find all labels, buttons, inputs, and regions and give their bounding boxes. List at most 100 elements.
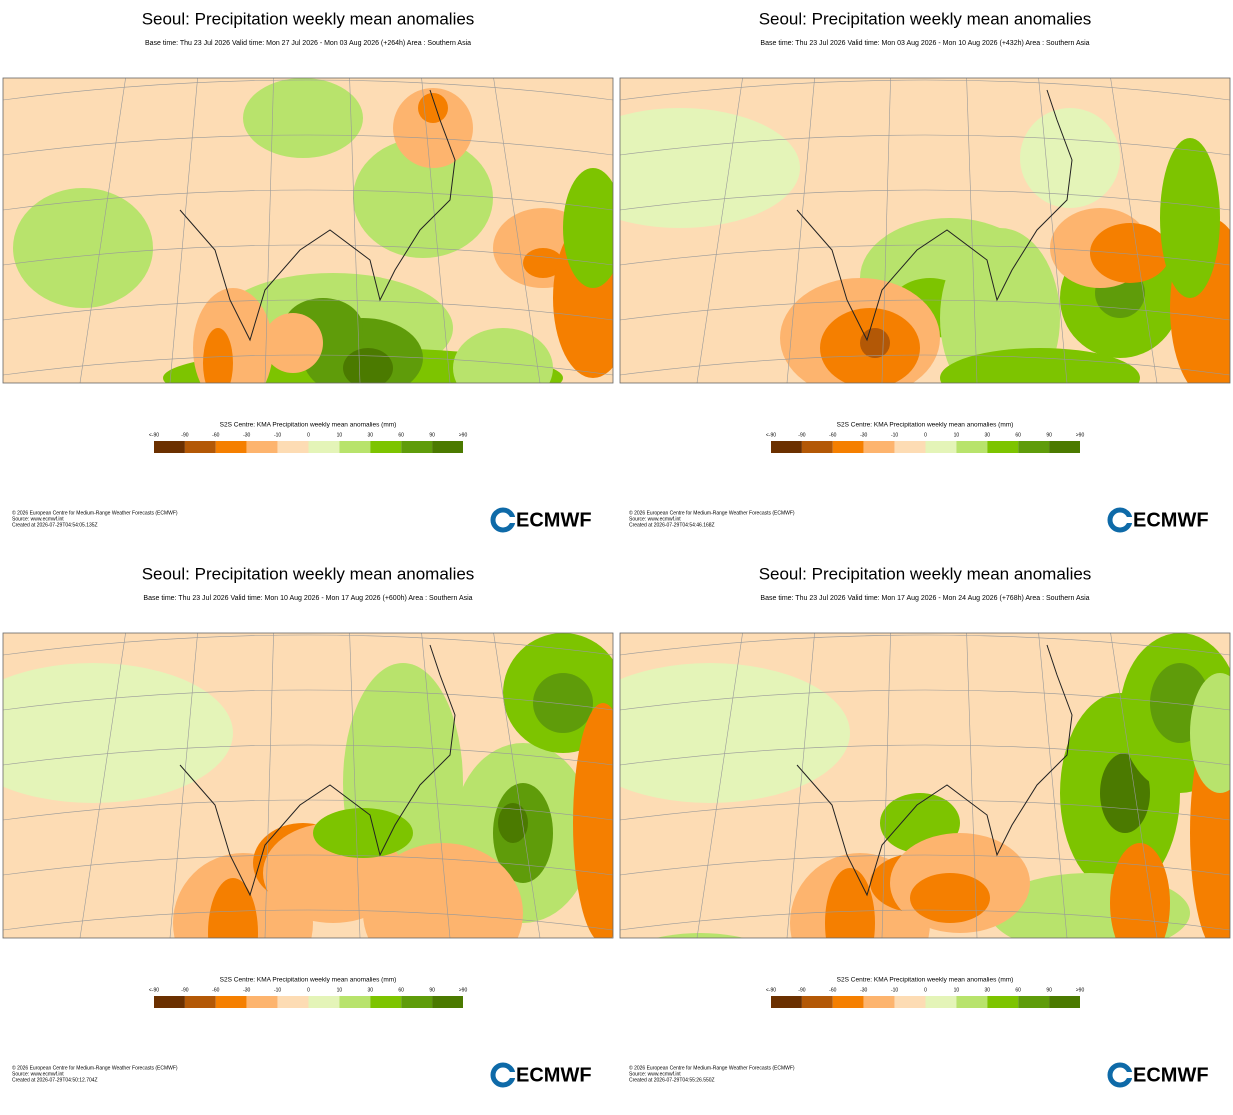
colorbar-label: -10 [274, 432, 281, 438]
colorbar-label: 30 [985, 432, 991, 438]
colorbar-cell [771, 441, 802, 453]
colorbar-label: 10 [954, 987, 960, 993]
colorbar-label: -10 [891, 432, 898, 438]
colorbar-cell [956, 996, 988, 1008]
footer-text: © 2026 European Centre for Medium-Range … [629, 1064, 795, 1071]
colorbar-label: 10 [337, 432, 343, 438]
colorbar-label: 90 [1046, 432, 1052, 438]
colorbar-cell [987, 441, 1019, 453]
panel-title: Seoul: Precipitation weekly mean anomali… [142, 9, 475, 28]
footer-text: © 2026 European Centre for Medium-Range … [12, 1064, 178, 1071]
meridian [1038, 78, 1068, 383]
anomaly-area [1020, 108, 1120, 208]
colorbar-cell [863, 996, 895, 1008]
graticule [3, 79, 613, 101]
footer-text: Source: www.ecmwf.int [12, 1071, 64, 1077]
meridian [786, 78, 815, 383]
anomaly-area [1090, 223, 1170, 283]
panel: Seoul: Precipitation weekly mean anomali… [2, 9, 614, 533]
colorbar-cell [215, 996, 247, 1008]
graticule [3, 909, 613, 931]
colorbar-cell [956, 441, 988, 453]
colorbar-label: 30 [985, 987, 991, 993]
anomaly-area [453, 328, 553, 383]
colorbar-cell [801, 996, 833, 1008]
colorbar-cell [1018, 441, 1050, 453]
anomaly-area [263, 313, 323, 373]
panel: Seoul: Precipitation weekly mean anomali… [619, 564, 1231, 1088]
colorbar-label: <-90 [766, 432, 776, 438]
colorbar-label: 10 [954, 432, 960, 438]
graticule [620, 689, 1230, 711]
map [3, 633, 613, 1048]
footer-text: Source: www.ecmwf.int [12, 516, 64, 522]
colorbar-label: 30 [368, 987, 374, 993]
meridian [349, 78, 361, 383]
anomaly-area [1160, 138, 1220, 298]
anomaly-area [573, 703, 613, 938]
colorbar-label: -60 [212, 987, 219, 993]
colorbar-cell [432, 441, 463, 453]
footer-text: Source: www.ecmwf.int [629, 1071, 681, 1077]
footer-text: Source: www.ecmwf.int [629, 516, 681, 522]
colorbar-cell [771, 996, 802, 1008]
anomaly-area [203, 328, 233, 383]
colorbar-label: -60 [829, 432, 836, 438]
anomaly-area [1110, 843, 1170, 938]
colorbar-cell [832, 441, 864, 453]
graticule [3, 299, 613, 321]
colorbar-cell [339, 441, 371, 453]
colorbar-cell [277, 996, 309, 1008]
anomaly-area [620, 108, 800, 228]
legend-title: S2S Centre: KMA Precipitation weekly mea… [220, 422, 397, 429]
colorbar-label: -30 [243, 432, 250, 438]
footer-text: © 2026 European Centre for Medium-Range … [12, 509, 178, 516]
graticule [620, 79, 1230, 101]
graticule [3, 854, 613, 876]
meridian [421, 78, 451, 383]
anomaly-area [353, 138, 493, 258]
legend-title: S2S Centre: KMA Precipitation weekly mea… [837, 977, 1014, 984]
colorbar-cell [154, 996, 185, 1008]
colorbar-cell [863, 441, 895, 453]
colorbar-label: <-90 [149, 432, 159, 438]
footer-text: Created at 2026-07-29T04:54:46.168Z [629, 522, 715, 528]
meridian [1110, 78, 1158, 383]
graticule [3, 744, 613, 766]
colorbar-cell [370, 996, 402, 1008]
colorbar-cell [215, 441, 247, 453]
colorbar-label: -10 [274, 987, 281, 993]
meridian [493, 633, 541, 938]
colorbar-label: -90 [181, 987, 188, 993]
graticule [620, 854, 1230, 876]
colorbar-label: >90 [459, 432, 468, 438]
anomaly-area [313, 808, 413, 858]
meridian [966, 633, 978, 938]
logo-icon-bar [497, 517, 517, 523]
colorbar-label: -10 [891, 987, 898, 993]
colorbar-cell [432, 996, 463, 1008]
anomaly-area [83, 1008, 323, 1048]
colorbar-cell [401, 996, 433, 1008]
meridian [264, 78, 274, 383]
logo-icon-bar [497, 1072, 517, 1078]
anomaly-area [563, 168, 613, 288]
graticule [620, 134, 1230, 156]
footer-text: © 2026 European Centre for Medium-Range … [629, 509, 795, 516]
colorbar-label: -90 [798, 987, 805, 993]
panel-subtitle: Base time: Thu 23 Jul 2026 Valid time: M… [143, 595, 472, 602]
meridian [349, 633, 361, 938]
anomaly-area [940, 348, 1140, 383]
colorbar-cell [277, 441, 309, 453]
graticule [3, 134, 613, 156]
legend-title: S2S Centre: KMA Precipitation weekly mea… [837, 422, 1014, 429]
colorbar-label: 10 [337, 987, 343, 993]
meridian [966, 78, 978, 383]
logo-text: ECMWF [516, 1064, 592, 1086]
anomaly-area [620, 663, 850, 803]
anomaly-area [498, 803, 528, 843]
logo-text: ECMWF [516, 509, 592, 531]
panel-subtitle: Base time: Thu 23 Jul 2026 Valid time: M… [760, 595, 1089, 602]
logo-text: ECMWF [1133, 1064, 1209, 1086]
